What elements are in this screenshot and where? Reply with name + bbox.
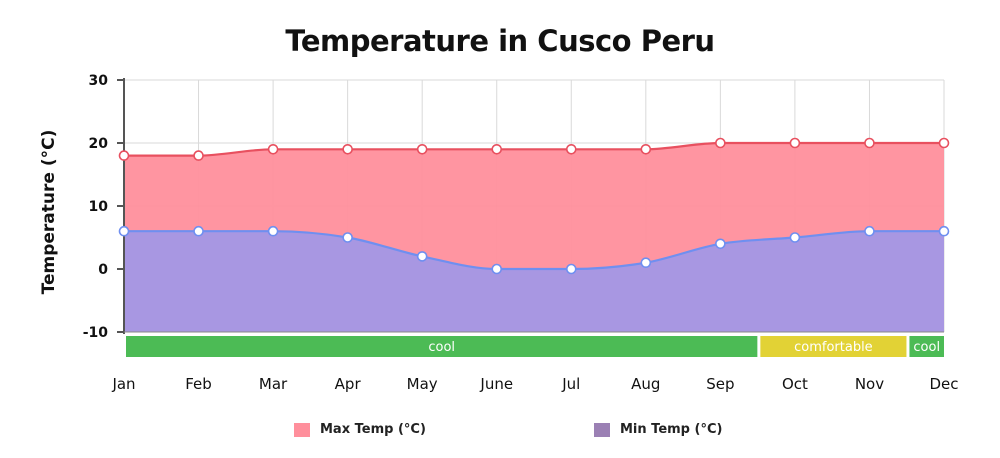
point-min-aug <box>640 257 652 269</box>
point-max-jul <box>565 144 577 155</box>
legend-swatch-max-temp <box>294 422 310 437</box>
area-min-temp <box>124 231 944 332</box>
x-tick-label-oct: Oct <box>782 375 808 393</box>
point-max-oct <box>789 137 801 149</box>
x-tick-label-dec: Dec <box>929 375 958 393</box>
legend-label-max-temp: Max Temp (°C) <box>320 422 426 437</box>
point-max-jan <box>118 150 130 161</box>
x-tick-label-nov: Nov <box>855 375 884 393</box>
x-tick-label-feb: Feb <box>185 375 212 393</box>
y-axis-label: Temperature (°C) <box>39 130 59 295</box>
comfort-band-1 <box>760 336 907 357</box>
point-max-dec <box>938 137 950 149</box>
point-min-jul <box>565 263 577 275</box>
areas <box>124 141 944 332</box>
x-tick-label-may: May <box>407 375 438 393</box>
line-max-temp <box>124 141 944 157</box>
x-tick-label-jan: Jan <box>111 375 135 393</box>
x-tick-label-june: June <box>479 375 513 393</box>
point-max-sep <box>715 137 726 149</box>
x-tick-label-jul: Jul <box>561 375 580 393</box>
point-max-apr <box>342 144 353 155</box>
comfort-bands: cool comfortable cool <box>126 336 944 357</box>
x-tick-label-aug: Aug <box>631 375 660 393</box>
x-tick-label-apr: Apr <box>335 375 362 393</box>
point-max-aug <box>640 144 652 155</box>
point-min-feb <box>193 225 204 237</box>
point-min-may <box>416 251 428 262</box>
y-tick-label-10: 10 <box>89 199 109 215</box>
point-max-may <box>416 144 428 155</box>
y-tick-labels: 30 20 10 0 -10 <box>83 73 109 341</box>
point-max-feb <box>193 150 204 161</box>
point-min-nov <box>864 225 875 237</box>
data-points <box>118 137 950 275</box>
point-min-mar <box>267 225 279 237</box>
y-tick-label--10: -10 <box>83 325 109 341</box>
point-min-oct <box>789 232 801 243</box>
y-tick-label-0: 0 <box>98 262 108 278</box>
legend-item-max-temp: Max Temp (°C) <box>294 422 426 437</box>
point-min-apr <box>342 232 353 243</box>
comfort-band-label-1: comfortable <box>794 340 873 355</box>
point-min-jan <box>118 225 130 237</box>
axes <box>117 78 944 334</box>
point-max-nov <box>864 137 875 149</box>
point-max-june <box>491 144 503 155</box>
y-tick-label-30: 30 <box>89 73 109 89</box>
x-tick-label-mar: Mar <box>259 375 288 393</box>
x-tick-label-sep: Sep <box>706 375 734 393</box>
legend-item-min-temp: Min Temp (°C) <box>594 422 722 437</box>
comfort-band-label-0: cool <box>428 340 455 355</box>
x-tick-labels: Jan Feb Mar Apr May June Jul Aug Sep Oct Nov Dec <box>111 375 958 393</box>
point-max-mar <box>267 144 279 155</box>
legend-label-min-temp: Min Temp (°C) <box>620 422 723 437</box>
comfort-band-0 <box>126 336 758 357</box>
comfort-band-2 <box>909 336 944 357</box>
y-tick-label-20: 20 <box>89 136 109 152</box>
legend-swatch-min-temp <box>594 422 610 437</box>
line-min-temp <box>124 230 944 271</box>
point-min-dec <box>938 225 950 237</box>
point-min-june <box>491 263 503 275</box>
point-min-sep <box>715 238 726 250</box>
comfort-band-label-2: cool <box>913 340 940 355</box>
chart-title: Temperature in Cusco Peru <box>285 24 715 58</box>
